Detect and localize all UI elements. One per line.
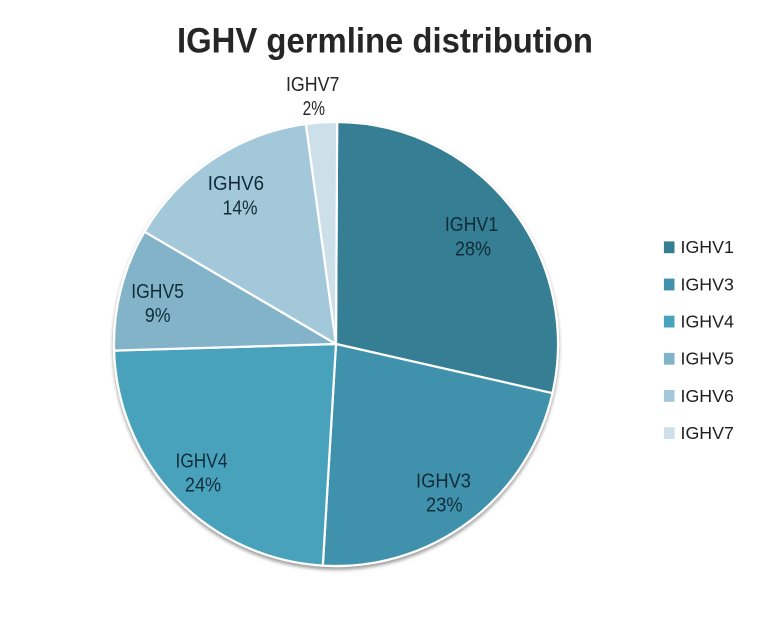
- svg-text:IGHV4: IGHV4: [176, 450, 228, 472]
- svg-text:IGHV6: IGHV6: [208, 173, 264, 195]
- svg-text:IGHV germline distribution: IGHV germline distribution: [177, 22, 593, 61]
- svg-text:IGHV1: IGHV1: [681, 237, 734, 257]
- svg-text:IGHV7: IGHV7: [286, 74, 340, 96]
- svg-text:28%: 28%: [455, 238, 491, 260]
- svg-text:IGHV6: IGHV6: [681, 386, 734, 406]
- svg-text:IGHV7: IGHV7: [681, 423, 734, 443]
- svg-text:IGHV5: IGHV5: [131, 281, 184, 303]
- svg-text:IGHV3: IGHV3: [416, 470, 471, 492]
- svg-text:IGHV3: IGHV3: [681, 274, 734, 294]
- svg-text:24%: 24%: [185, 475, 221, 497]
- svg-text:9%: 9%: [145, 305, 171, 327]
- svg-text:14%: 14%: [223, 197, 258, 219]
- svg-text:IGHV1: IGHV1: [445, 214, 498, 236]
- svg-text:2%: 2%: [303, 98, 325, 120]
- svg-text:IGHV4: IGHV4: [681, 312, 734, 332]
- svg-text:IGHV5: IGHV5: [681, 349, 734, 369]
- svg-text:23%: 23%: [426, 495, 463, 517]
